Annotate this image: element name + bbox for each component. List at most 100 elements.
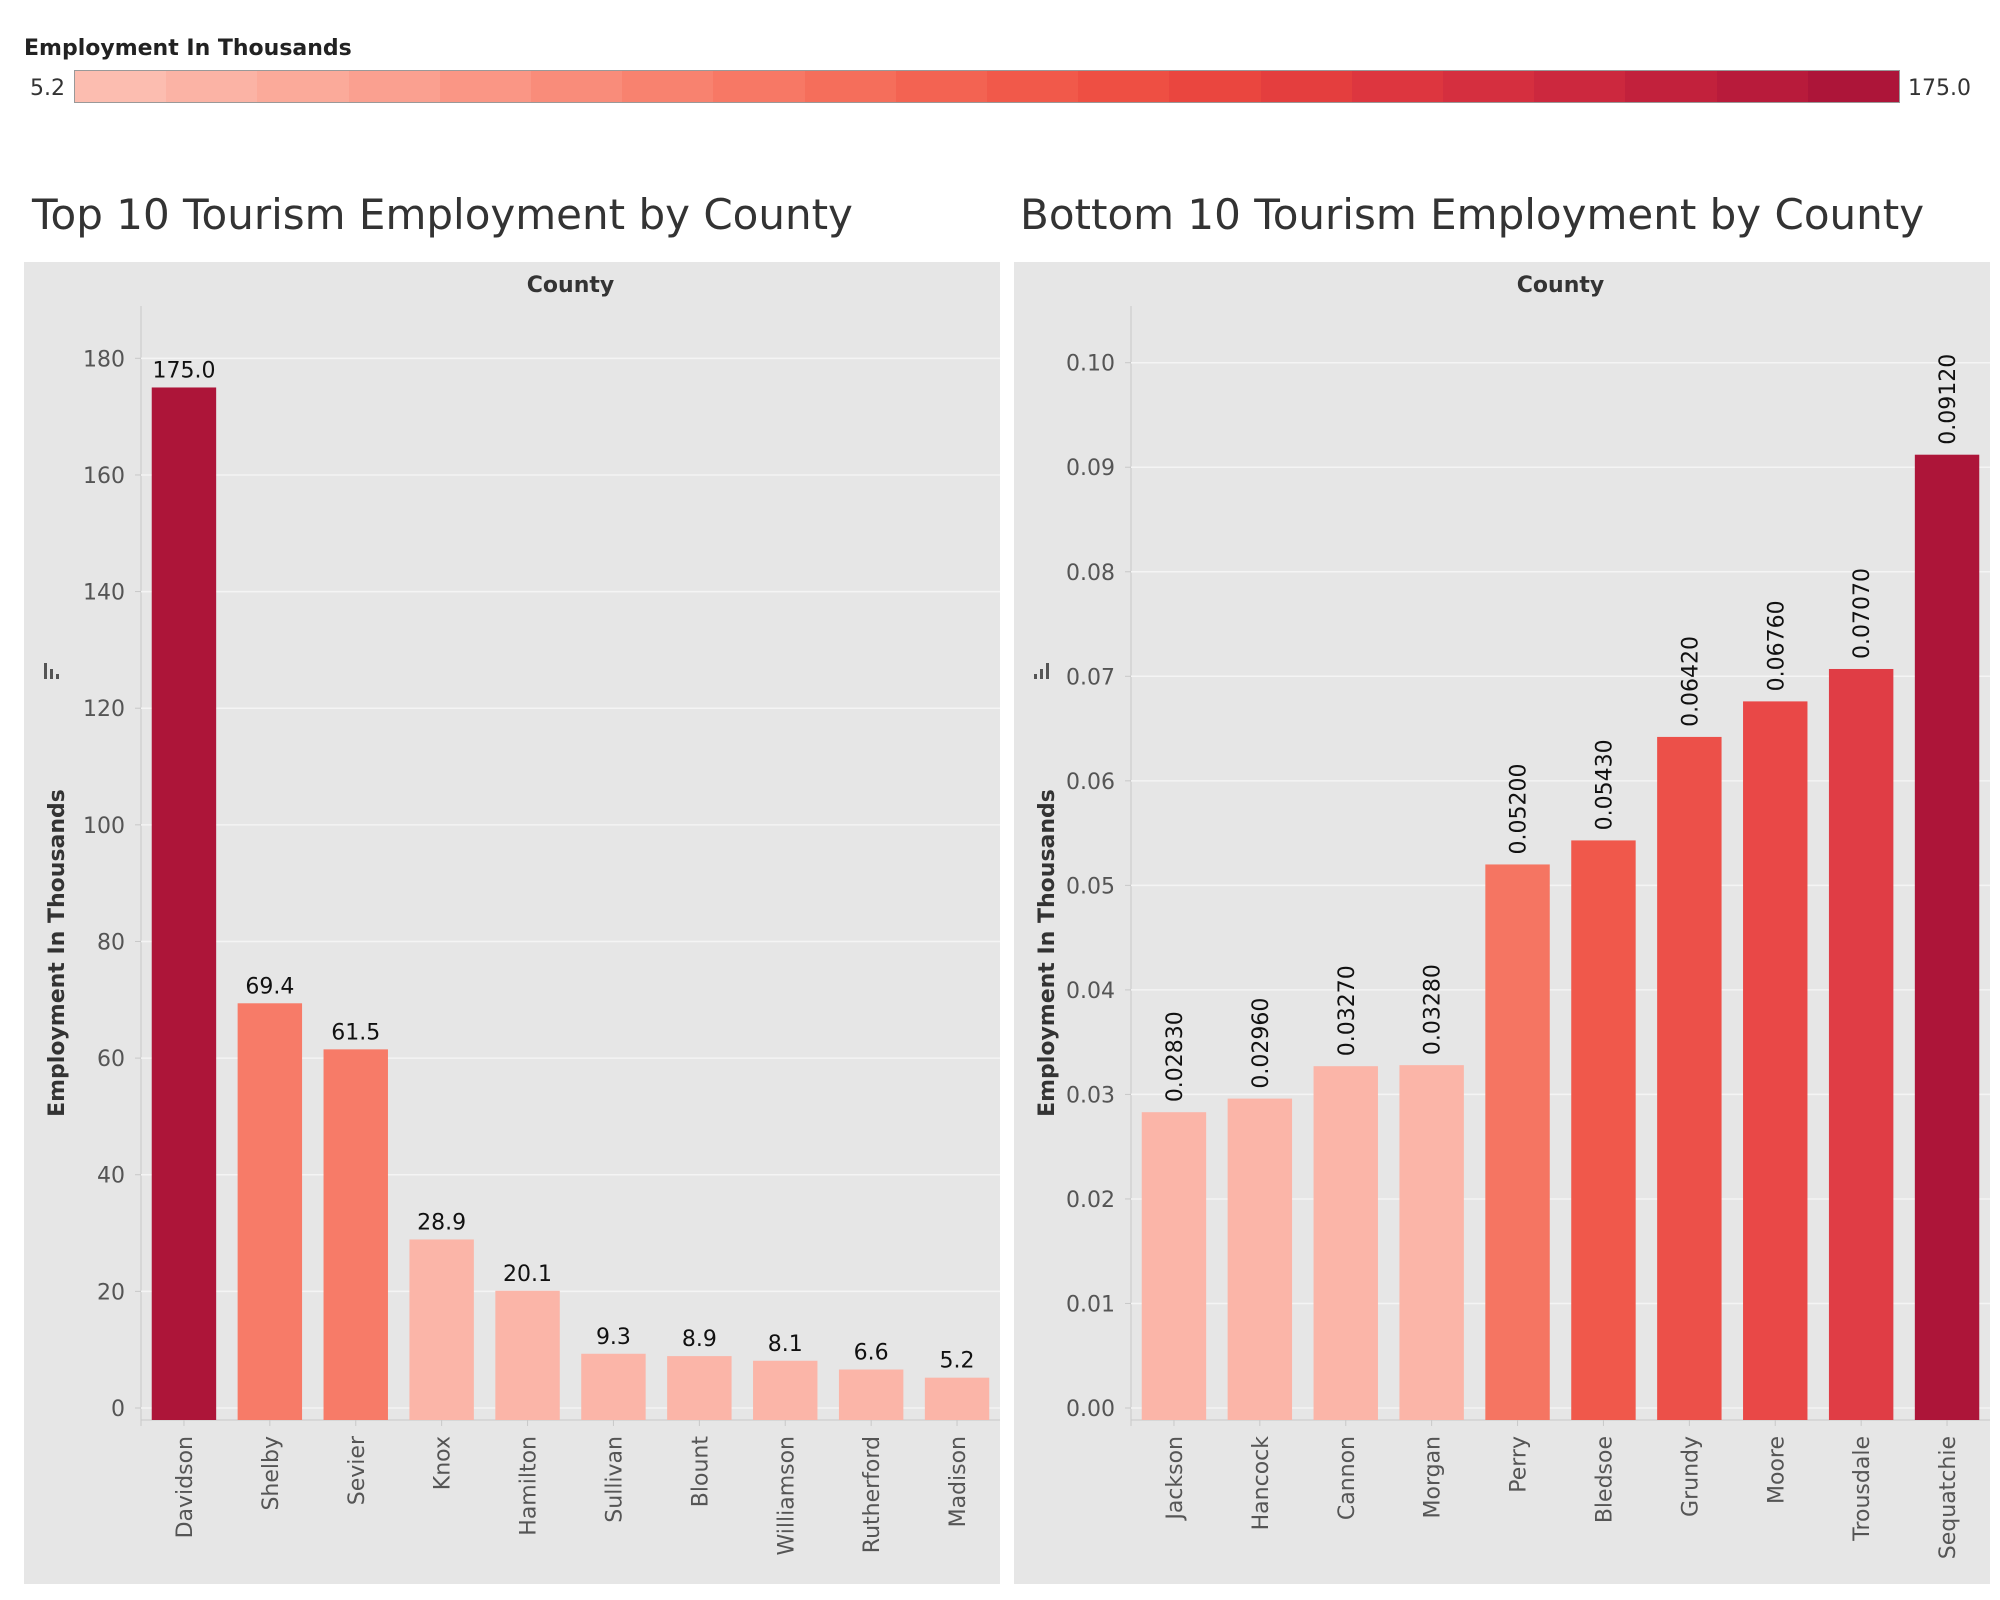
legend-title: Employment In Thousands (24, 36, 352, 61)
bar-grundy[interactable] (1657, 736, 1722, 1420)
y-axis-title: Employment In Thousands (1035, 789, 1060, 1117)
category-label: Williamson (774, 1436, 799, 1556)
category-label: Cannon (1335, 1436, 1360, 1520)
value-label: 175.0 (152, 358, 215, 383)
chart-title-top10: Top 10 Tourism Employment by County (32, 190, 853, 239)
y-tick-label: 160 (83, 464, 125, 489)
legend-swatch (439, 71, 532, 102)
legend-swatch (1443, 71, 1535, 102)
value-label: 0.06420 (1678, 636, 1703, 727)
value-label: 0.06760 (1764, 600, 1789, 691)
bar-trousdale[interactable] (1828, 668, 1894, 1420)
value-label: 9.3 (596, 1325, 631, 1350)
sort-icon-bar (44, 663, 47, 679)
y-axis-title: Employment In Thousands (45, 789, 70, 1117)
y-tick-label: 0.05 (1066, 874, 1115, 899)
value-label: 8.9 (682, 1327, 717, 1352)
value-label: 28.9 (417, 1210, 466, 1235)
category-label: Grundy (1678, 1436, 1703, 1517)
bar-morgan[interactable] (1399, 1065, 1464, 1420)
bar-williamson[interactable] (753, 1360, 818, 1420)
value-label: 0.02960 (1249, 998, 1274, 1089)
bar-shelby[interactable] (237, 1003, 303, 1420)
value-label: 20.1 (503, 1262, 552, 1287)
sort-icon-bar (1040, 669, 1043, 679)
category-label: Sevier (345, 1435, 370, 1505)
value-label: 61.5 (331, 1020, 380, 1045)
category-label: Trousdale (1850, 1436, 1875, 1542)
chart-panel-top10: County 0 20 40 60 80 100 120 140 160 180 Employment… (24, 262, 1000, 1584)
y-tick-label: 120 (83, 697, 125, 722)
chart-title-bottom10: Bottom 10 Tourism Employment by County (1020, 190, 1925, 239)
bar-sequatchie[interactable] (1914, 454, 1980, 1420)
y-tick-label: 0 (111, 1397, 125, 1422)
y-tick-label: 0.10 (1066, 352, 1115, 377)
y-tick-label: 60 (97, 1047, 125, 1072)
bar-cannon[interactable] (1313, 1066, 1378, 1420)
y-tick-label: 0.02 (1066, 1188, 1115, 1213)
bar-blount[interactable] (667, 1356, 732, 1420)
legend-swatch (1807, 71, 1900, 102)
legend-swatch (166, 71, 258, 102)
bar-knox[interactable] (409, 1239, 474, 1420)
y-tick-label: 0.06 (1066, 770, 1115, 795)
legend-swatch (1260, 71, 1352, 102)
bar-jackson[interactable] (1141, 1112, 1207, 1420)
legend-swatch (1351, 71, 1444, 102)
y-tick-label: 180 (83, 347, 125, 372)
category-label: Hancock (1249, 1436, 1274, 1531)
legend-swatch (622, 71, 714, 102)
category-label: Madison (946, 1436, 971, 1527)
value-label: 0.05430 (1592, 739, 1617, 830)
legend-swatch (1169, 71, 1261, 102)
legend-max-label: 175.0 (1908, 76, 1971, 101)
y-tick-label: 80 (97, 930, 125, 955)
value-label: 0.09120 (1936, 354, 1961, 445)
y-tick-label: 0.01 (1066, 1292, 1115, 1317)
legend-swatch (1078, 71, 1170, 102)
bar-sullivan[interactable] (581, 1353, 646, 1420)
y-tick-label: 0.08 (1066, 561, 1115, 586)
legend-swatch (895, 71, 988, 102)
category-label: Rutherford (860, 1436, 885, 1553)
bar-sevier[interactable] (323, 1049, 388, 1420)
value-label: 6.6 (854, 1341, 889, 1366)
y-tick-label: 20 (97, 1280, 125, 1305)
bar-hamilton[interactable] (495, 1290, 560, 1420)
value-label: 0.03270 (1335, 965, 1360, 1056)
y-tick-label: 0.07 (1066, 665, 1115, 690)
bar-madison[interactable] (924, 1377, 990, 1420)
y-tick-label: 100 (83, 814, 125, 839)
sort-icon[interactable] (44, 663, 59, 679)
chart-header-county: County (1517, 273, 1604, 298)
bottom10-bar-chart: County 0.00 0.01 0.02 0.03 0.04 0.05 0.06 0.07 0.… (1034, 273, 1990, 1559)
bar-davidson[interactable] (151, 387, 217, 1421)
legend-swatch (804, 71, 896, 102)
value-label: 0.03280 (1421, 964, 1446, 1055)
y-tick-label: 140 (83, 581, 125, 606)
value-label: 8.1 (768, 1332, 803, 1357)
category-label: Shelby (259, 1436, 284, 1511)
legend-min-label: 5.2 (30, 76, 65, 101)
bar-moore[interactable] (1743, 701, 1808, 1420)
value-label: 5.2 (940, 1349, 975, 1374)
category-label: Morgan (1421, 1436, 1446, 1519)
sort-icon-bar (56, 674, 59, 679)
y-tick-label: 0.09 (1066, 456, 1115, 481)
legend-swatch (987, 71, 1079, 102)
legend-swatch (348, 71, 440, 102)
y-tick-label: 40 (97, 1164, 125, 1189)
chart-header-county: County (527, 273, 614, 298)
sort-icon-bar (1034, 674, 1037, 679)
y-tick-label: 0.04 (1066, 979, 1115, 1004)
chart-panel-bottom10: County 0.00 0.01 0.02 0.03 0.04 0.05 0.06 0.07 0.… (1014, 262, 1990, 1584)
bar-rutherford[interactable] (838, 1369, 904, 1420)
bar-bledsoe[interactable] (1571, 840, 1636, 1420)
bar-hancock[interactable] (1227, 1098, 1293, 1420)
y-tick-label: 0.03 (1066, 1083, 1115, 1108)
sort-icon[interactable] (1034, 663, 1049, 679)
value-label: 0.02830 (1163, 1011, 1188, 1102)
category-label: Hamilton (517, 1436, 542, 1536)
category-label: Bledsoe (1592, 1436, 1617, 1523)
bar-perry[interactable] (1485, 864, 1550, 1420)
